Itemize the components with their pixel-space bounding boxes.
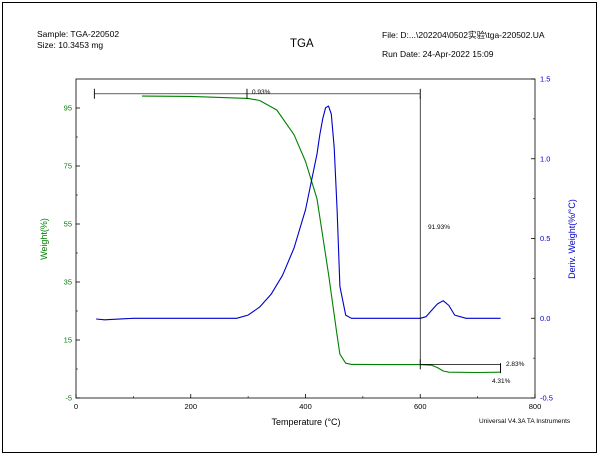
- software-label: Universal V4.3A TA Instruments: [479, 418, 571, 425]
- y-left-tick-label: 75: [64, 162, 72, 171]
- size-label: Size: 10.3453 mg: [37, 40, 104, 50]
- y-left-tick-label: 55: [64, 220, 72, 229]
- annotation-label-3: 4.31%: [492, 378, 511, 385]
- run-date-label: Run Date: 24-Apr-2022 15:09: [382, 49, 494, 59]
- plot-frame: [75, 78, 536, 399]
- x-tick-label: 600: [414, 402, 427, 411]
- chart-title: TGA: [290, 38, 314, 50]
- annotation-label-1: 91.93%: [428, 224, 450, 231]
- annotation-label-2: 2.83%: [506, 361, 525, 368]
- y-axis-label-right: Deriv. Weight(%/°C): [567, 199, 577, 279]
- sample-label: Sample: TGA-220502: [37, 29, 120, 39]
- y-left-tick-label: 95: [64, 104, 72, 113]
- y-right-tick-label: 0.5: [540, 234, 550, 243]
- weight-line: [141, 95, 501, 374]
- y-right-tick-label: -0.5: [540, 394, 553, 403]
- deriv-weight-line: [96, 105, 501, 321]
- x-tick-label: 200: [184, 402, 197, 411]
- y-right-tick-label: 1.0: [540, 154, 550, 163]
- y-right-tick-label: 1.5: [540, 75, 550, 84]
- x-tick-label: 800: [529, 402, 542, 411]
- file-label: File: D:...\202204\0502实验\tga-220502.UA: [382, 30, 545, 40]
- figure-frame: [2, 2, 597, 453]
- annotation-label-0: 0.93%: [252, 89, 271, 96]
- x-tick-label: 0: [74, 402, 78, 411]
- y-left-tick-label: 15: [64, 336, 72, 345]
- y-axis-label-left: Weight(%): [39, 218, 49, 260]
- x-axis-label: Temperature (°C): [271, 417, 340, 427]
- y-right-tick-label: 0.0: [540, 314, 550, 323]
- y-left-tick-label: -5: [65, 394, 72, 403]
- x-tick-label: 400: [299, 402, 312, 411]
- y-left-tick-label: 35: [64, 278, 72, 287]
